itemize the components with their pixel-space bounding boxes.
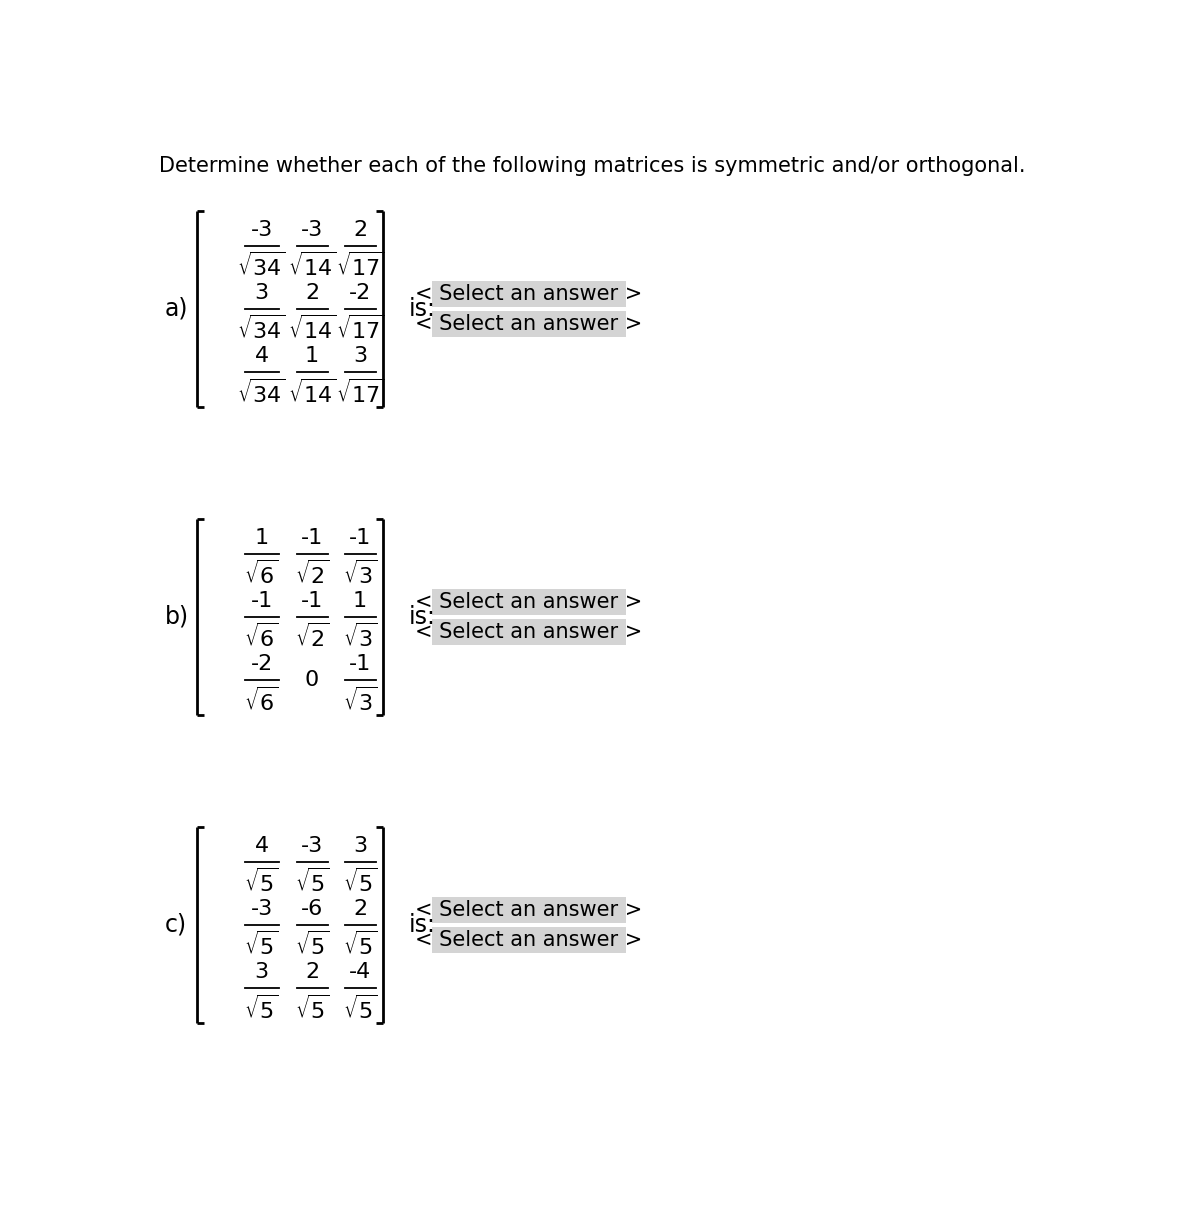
- Text: $\sqrt{2}$: $\sqrt{2}$: [295, 623, 330, 651]
- Text: < Select an answer >: < Select an answer >: [416, 283, 642, 304]
- Text: -3: -3: [301, 836, 324, 856]
- Text: 2: 2: [304, 962, 319, 982]
- Text: $\sqrt{34}$: $\sqrt{34}$: [238, 315, 287, 343]
- Text: < Select an answer >: < Select an answer >: [416, 929, 642, 950]
- Text: 2: 2: [304, 283, 319, 303]
- Text: 1: 1: [353, 591, 367, 611]
- Text: $\sqrt{17}$: $\sqrt{17}$: [336, 251, 384, 281]
- FancyBboxPatch shape: [432, 619, 626, 645]
- Text: $\sqrt{2}$: $\sqrt{2}$: [295, 560, 330, 588]
- Text: $\sqrt{14}$: $\sqrt{14}$: [288, 251, 337, 281]
- Text: 1: 1: [254, 527, 269, 548]
- Text: is:: is:: [408, 297, 436, 321]
- Text: 3: 3: [353, 346, 367, 365]
- Text: 0: 0: [304, 669, 319, 690]
- Text: $\sqrt{5}$: $\sqrt{5}$: [295, 868, 330, 896]
- Text: $\sqrt{34}$: $\sqrt{34}$: [238, 378, 287, 407]
- Text: -2: -2: [251, 653, 272, 674]
- Text: 4: 4: [254, 346, 269, 365]
- Text: 2: 2: [353, 219, 367, 239]
- Text: $\sqrt{3}$: $\sqrt{3}$: [343, 623, 377, 651]
- Text: b): b): [165, 604, 189, 629]
- Text: -3: -3: [251, 219, 272, 239]
- Text: a): a): [165, 297, 189, 321]
- Text: $\sqrt{3}$: $\sqrt{3}$: [343, 687, 377, 715]
- Text: -1: -1: [301, 591, 324, 611]
- Text: -3: -3: [301, 219, 324, 239]
- Text: < Select an answer >: < Select an answer >: [416, 622, 642, 642]
- Text: Determine whether each of the following matrices is symmetric and/or orthogonal.: Determine whether each of the following …: [159, 156, 1026, 175]
- Text: -3: -3: [251, 899, 272, 918]
- Text: -1: -1: [251, 591, 272, 611]
- Text: $\sqrt{5}$: $\sqrt{5}$: [295, 994, 330, 1022]
- FancyBboxPatch shape: [432, 896, 626, 923]
- Text: 2: 2: [353, 899, 367, 918]
- Text: -4: -4: [349, 962, 371, 982]
- Text: -1: -1: [349, 653, 371, 674]
- FancyBboxPatch shape: [432, 281, 626, 306]
- Text: $\sqrt{5}$: $\sqrt{5}$: [245, 931, 279, 960]
- Text: 4: 4: [254, 836, 269, 856]
- Text: $\sqrt{6}$: $\sqrt{6}$: [245, 560, 279, 588]
- Text: < Select an answer >: < Select an answer >: [416, 314, 642, 333]
- Text: < Select an answer >: < Select an answer >: [416, 900, 642, 920]
- Text: $\sqrt{5}$: $\sqrt{5}$: [245, 994, 279, 1022]
- Text: $\sqrt{17}$: $\sqrt{17}$: [336, 315, 384, 343]
- Text: is:: is:: [408, 913, 436, 937]
- Text: $\sqrt{5}$: $\sqrt{5}$: [245, 868, 279, 896]
- Text: $\sqrt{3}$: $\sqrt{3}$: [343, 560, 377, 588]
- Text: $\sqrt{5}$: $\sqrt{5}$: [343, 931, 377, 960]
- Text: c): c): [165, 913, 187, 937]
- Text: $\sqrt{14}$: $\sqrt{14}$: [288, 315, 337, 343]
- FancyBboxPatch shape: [432, 927, 626, 953]
- Text: -2: -2: [349, 283, 371, 303]
- Text: -6: -6: [301, 899, 324, 918]
- Text: 3: 3: [254, 283, 269, 303]
- Text: $\sqrt{17}$: $\sqrt{17}$: [336, 378, 384, 407]
- Text: $\sqrt{5}$: $\sqrt{5}$: [343, 868, 377, 896]
- FancyBboxPatch shape: [432, 588, 626, 615]
- Text: $\sqrt{6}$: $\sqrt{6}$: [245, 687, 279, 715]
- Text: -1: -1: [349, 527, 371, 548]
- Text: $\sqrt{34}$: $\sqrt{34}$: [238, 251, 287, 281]
- Text: < Select an answer >: < Select an answer >: [416, 592, 642, 612]
- Text: $\sqrt{14}$: $\sqrt{14}$: [288, 378, 337, 407]
- Text: 3: 3: [353, 836, 367, 856]
- Text: is:: is:: [408, 604, 436, 629]
- Text: 3: 3: [254, 962, 269, 982]
- Text: $\sqrt{6}$: $\sqrt{6}$: [245, 623, 279, 651]
- FancyBboxPatch shape: [432, 310, 626, 337]
- Text: $\sqrt{5}$: $\sqrt{5}$: [343, 994, 377, 1022]
- Text: $\sqrt{5}$: $\sqrt{5}$: [295, 931, 330, 960]
- Text: -1: -1: [301, 527, 324, 548]
- Text: 1: 1: [304, 346, 319, 365]
